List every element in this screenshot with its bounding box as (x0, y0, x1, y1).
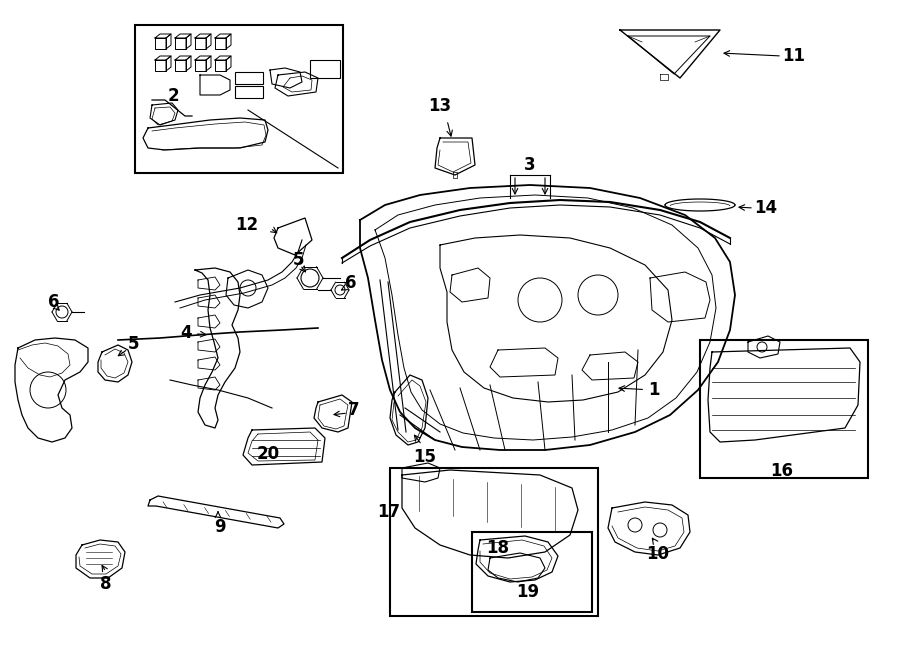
Bar (235, 86, 263, 98)
Text: 6: 6 (345, 274, 356, 292)
Text: 1: 1 (619, 381, 660, 399)
Bar (135, 25, 343, 173)
Text: 11: 11 (782, 47, 805, 65)
Bar (310, 60, 340, 78)
Bar (700, 340, 868, 478)
Bar (472, 532, 592, 612)
Text: 12: 12 (235, 216, 258, 234)
Text: 18: 18 (487, 539, 509, 557)
Text: 3: 3 (524, 156, 536, 174)
Text: 17: 17 (377, 503, 400, 521)
Text: 15: 15 (413, 448, 436, 466)
Text: 9: 9 (214, 518, 226, 536)
Text: 16: 16 (770, 462, 794, 480)
Text: 13: 13 (428, 97, 452, 115)
Text: 10: 10 (646, 545, 670, 563)
Text: 2: 2 (168, 87, 180, 105)
Text: 14: 14 (754, 199, 777, 217)
Bar (390, 468, 598, 616)
Bar (235, 72, 263, 84)
Text: 6: 6 (48, 293, 59, 311)
Text: 20: 20 (256, 445, 280, 463)
Text: 4: 4 (180, 324, 206, 342)
Text: 19: 19 (517, 583, 540, 601)
Text: 5: 5 (128, 335, 140, 353)
Text: 8: 8 (100, 575, 112, 593)
Text: 7: 7 (348, 401, 360, 419)
Text: 5: 5 (293, 251, 304, 269)
